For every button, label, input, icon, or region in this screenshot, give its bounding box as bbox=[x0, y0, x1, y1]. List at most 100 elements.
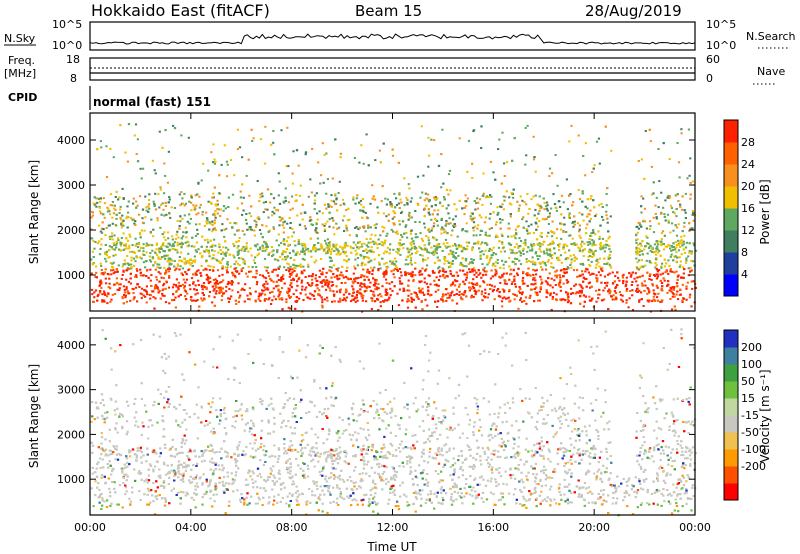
echo-cell bbox=[472, 226, 475, 229]
echo-cell bbox=[642, 265, 645, 268]
echo-cell bbox=[300, 270, 303, 273]
echo-cell bbox=[314, 229, 317, 232]
echo-cell bbox=[164, 239, 167, 241]
echo-cell bbox=[359, 284, 362, 287]
echo-cell bbox=[434, 290, 437, 293]
echo-cell bbox=[475, 271, 478, 274]
echo-cell bbox=[560, 298, 563, 301]
echo-cell bbox=[223, 228, 226, 231]
echo-cell bbox=[595, 280, 599, 283]
echo-cell bbox=[521, 280, 524, 283]
echo-cell bbox=[572, 243, 575, 246]
echo-cell bbox=[134, 275, 137, 278]
echo-cell bbox=[202, 284, 205, 287]
echo-cell bbox=[418, 280, 421, 283]
echo-cell bbox=[206, 250, 209, 253]
echo-cell bbox=[421, 287, 424, 290]
echo-cell bbox=[455, 247, 458, 250]
echo-cell bbox=[659, 300, 662, 303]
echo-cell bbox=[276, 274, 279, 277]
echo-cell bbox=[188, 262, 191, 265]
echo-cell bbox=[193, 255, 196, 258]
echo-cell bbox=[689, 181, 692, 184]
echo-cell bbox=[142, 294, 145, 297]
echo-cell bbox=[565, 244, 569, 247]
echo-cell bbox=[333, 245, 336, 248]
echo-cell bbox=[679, 260, 682, 263]
echo-cell bbox=[631, 309, 635, 311]
echo-cell bbox=[292, 293, 295, 296]
echo-cell bbox=[332, 243, 335, 246]
echo-cell bbox=[156, 253, 159, 256]
echo-cell bbox=[535, 228, 538, 231]
echo-cell bbox=[377, 283, 380, 286]
echo-cell bbox=[200, 297, 203, 300]
echo-cell bbox=[198, 206, 201, 209]
echo-cell bbox=[472, 295, 475, 298]
echo-cell bbox=[111, 222, 114, 225]
echo-cell bbox=[201, 235, 204, 238]
echo-cell bbox=[604, 246, 607, 249]
echo-cell bbox=[175, 233, 178, 236]
echo-cell bbox=[345, 296, 349, 299]
echo-cell bbox=[480, 125, 483, 128]
echo-cell bbox=[280, 242, 283, 245]
echo-cell bbox=[313, 244, 316, 247]
echo-cell bbox=[389, 201, 392, 203]
echo-cell bbox=[397, 202, 400, 205]
echo-cell bbox=[113, 283, 116, 286]
echo-cell bbox=[354, 297, 357, 300]
echo-cell bbox=[247, 298, 250, 300]
echo-cell bbox=[635, 288, 639, 290]
echo-cell bbox=[693, 280, 696, 283]
echo-cell bbox=[272, 287, 275, 290]
echo-cell bbox=[147, 210, 150, 213]
echo-cell bbox=[139, 236, 142, 239]
echo-cell bbox=[472, 278, 475, 281]
echo-cell bbox=[545, 201, 549, 204]
echo-cell bbox=[304, 227, 307, 230]
echo-cell bbox=[631, 271, 634, 274]
echo-cell bbox=[477, 269, 480, 272]
echo-cell bbox=[527, 260, 531, 262]
echo-cell bbox=[209, 246, 212, 248]
echo-cell bbox=[672, 229, 675, 232]
echo-cell bbox=[292, 278, 295, 281]
echo-cell bbox=[116, 270, 119, 273]
echo-cell bbox=[335, 243, 338, 246]
echo-cell bbox=[572, 221, 575, 224]
echo-cell bbox=[689, 266, 692, 269]
echo-cell bbox=[469, 217, 472, 220]
echo-cell bbox=[139, 268, 142, 271]
echo-cell bbox=[280, 297, 283, 300]
echo-cell bbox=[648, 278, 651, 281]
echo-cell bbox=[279, 219, 282, 222]
echo-cell bbox=[346, 219, 349, 222]
echo-cell bbox=[605, 193, 608, 195]
echo-cell bbox=[408, 289, 411, 292]
echo-cell bbox=[248, 270, 251, 273]
echo-cell bbox=[332, 226, 335, 229]
echo-cell bbox=[283, 282, 286, 285]
echo-cell bbox=[349, 245, 352, 248]
echo-cell bbox=[573, 259, 576, 262]
echo-cell bbox=[644, 245, 647, 248]
echo-cell bbox=[155, 285, 158, 288]
echo-cell bbox=[130, 217, 133, 219]
echo-cell bbox=[580, 245, 583, 248]
echo-cell bbox=[605, 210, 608, 213]
echo-cell bbox=[220, 281, 223, 283]
echo-cell bbox=[555, 276, 558, 279]
echo-cell bbox=[286, 222, 289, 225]
echo-cell bbox=[189, 217, 192, 220]
echo-cell bbox=[674, 248, 677, 251]
echo-cell bbox=[440, 217, 443, 220]
echo-cell bbox=[292, 249, 295, 252]
echo-cell bbox=[366, 251, 369, 254]
echo-cell bbox=[386, 246, 389, 249]
echo-cell bbox=[585, 285, 588, 288]
echo-cell bbox=[465, 295, 468, 298]
echo-cell bbox=[242, 258, 245, 261]
echo-cell bbox=[600, 246, 603, 249]
echo-cell bbox=[112, 156, 115, 159]
